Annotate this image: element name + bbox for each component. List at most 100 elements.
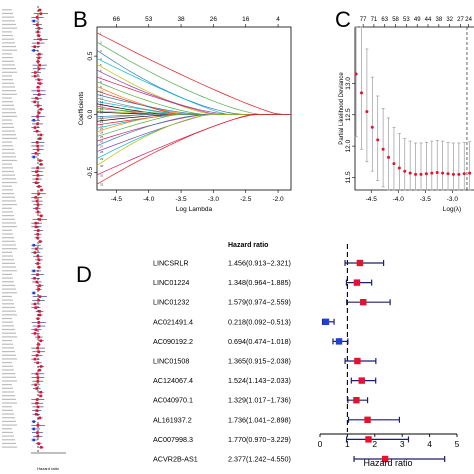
panel-d-x-axis-label: Hazard ratio (363, 458, 412, 468)
panel-a-row-label (2, 321, 13, 323)
panel-a-row-label (2, 424, 17, 426)
panel-a-row-label (2, 119, 12, 121)
panel-b-path-index: 7 (100, 76, 102, 80)
panel-a-row-label (2, 373, 15, 375)
panel-b-path-index: 12 (100, 97, 104, 101)
panel-d-gene-label: AC124067.4 (153, 376, 193, 385)
panel-a-hr-point (37, 324, 41, 328)
panel-d-gene-label: AC021491.4 (153, 317, 193, 326)
panel-a-row-label (2, 34, 13, 37)
panel-b-path-index: 24 (100, 130, 104, 134)
panel-b-path-index: 32 (100, 183, 104, 187)
panel-a-hr-point (34, 383, 37, 387)
panel-a-hr-point (36, 60, 40, 63)
panel-a-hr-point (35, 354, 39, 357)
panel-b-path-index: 15 (100, 105, 104, 109)
panel-b-path-index: 22 (100, 123, 104, 127)
panel-a-row-label (2, 203, 17, 206)
panel-c-top-tick-label: 53 (403, 17, 410, 23)
panel-a-row-label (2, 134, 16, 136)
panel-b-y-axis-label: Coefficients (78, 91, 85, 126)
panel-d-hr-value: 1.329(1.017−1.736) (228, 396, 291, 405)
panel-d-hr-point (364, 416, 371, 423)
panel-c-deviance-point (354, 72, 358, 76)
panel-a-hr-point (35, 170, 38, 173)
panel-a-hr-point (36, 148, 40, 151)
panel-a-row-label (2, 207, 12, 209)
panel-b-path-index: 25 (100, 135, 104, 139)
panel-b-top-tick-label: 4 (276, 16, 280, 23)
panel-b-path-index: 16 (100, 107, 104, 111)
panel-a-hr-point (36, 166, 39, 170)
panel-a-row-label (2, 185, 12, 187)
panel-a-hr-point (37, 442, 40, 445)
panel-b-top-tick-label: 26 (210, 16, 218, 23)
panel-a-hr-point (35, 129, 39, 133)
panel-c-top-tick-label: 71 (371, 17, 378, 23)
panel-a-hr-point (36, 232, 40, 236)
panel-a-row-label (2, 86, 15, 88)
panel-b-letter: B (73, 7, 88, 32)
panel-a-row-label (2, 325, 14, 327)
panel-d-hr-value: 1.456(0.913−2.321) (228, 259, 291, 268)
panel-b-path-index: 29 (100, 157, 104, 161)
panel-b-y-tick-label: 0.5 (87, 51, 94, 60)
panel-a-hr-point (37, 78, 41, 82)
panel-a-hr-point (37, 258, 41, 262)
panel-a-row-label (2, 93, 17, 95)
panel-c-top-tick-label: 63 (381, 17, 388, 23)
panel-a-hr-point (34, 225, 38, 229)
panel-a-row-label (2, 417, 15, 419)
panel-a-row-label (2, 299, 13, 301)
panel-d-hr-point (354, 357, 361, 365)
panel-a-row-label (2, 49, 17, 51)
panel-c-plot-frame (354, 26, 474, 191)
panel-d-x-tick-label: 5 (455, 439, 460, 449)
panel-b-coefficient-path (96, 41, 291, 115)
panel-d-letter: D (76, 262, 92, 287)
panel-a-hr-point (37, 27, 41, 30)
panel-a-hr-point (36, 144, 39, 148)
panel-a-row-label (2, 9, 12, 11)
panel-c-x-tick-label: -4.0 (393, 196, 405, 203)
panel-c-x-tick-label: -3.5 (420, 196, 432, 203)
panel-b-path-index: 21 (100, 120, 104, 124)
panel-b-path-index: 5 (100, 63, 102, 67)
panel-a-hr-point (34, 71, 37, 74)
panel-c-top-tick-label: 49 (414, 17, 421, 23)
panel-b-lasso-coefficients: B -4.5 -4.0 -3.5 -3.0 -2.5 -2.0-0.50.00.566 53… (73, 7, 292, 213)
panel-a-row-label (2, 391, 14, 393)
panel-a-row-label (2, 251, 12, 253)
panel-a-hr-point (36, 203, 40, 207)
panel-a-hr-point (33, 251, 37, 254)
panel-b-path-index: 20 (100, 117, 104, 121)
panel-a-hr-point (33, 45, 37, 49)
panel-a-hr-point (35, 372, 39, 376)
panel-a-hr-point (40, 446, 43, 449)
panel-a-hr-point (36, 423, 40, 427)
panel-b-top-tick-label: 38 (177, 16, 185, 23)
panel-b-x-tick-label: -4.0 (143, 196, 155, 203)
panel-a-row-label (2, 215, 14, 217)
panel-a-hr-point (33, 357, 37, 361)
panel-a-row-label (2, 226, 17, 228)
panel-a-row-label (2, 369, 14, 371)
panel-a-row-label (2, 130, 15, 132)
panel-a-hr-point (36, 85, 40, 89)
panel-b-path-index: 17 (100, 109, 104, 113)
panel-a-hr-point (38, 284, 41, 287)
panel-a-hr-point (32, 420, 36, 423)
panel-a-hr-point (37, 192, 40, 196)
panel-a-row-label (2, 16, 14, 18)
panel-a-hr-point (37, 67, 41, 71)
panel-a-row-label (2, 170, 14, 173)
panel-c-deviance-point (462, 172, 466, 176)
panel-a-hr-point (33, 100, 37, 104)
panel-a-hr-point (36, 41, 40, 45)
panel-a-row-label (2, 310, 16, 312)
panel-a-row-label (2, 259, 14, 261)
panel-b-path-index: 27 (100, 144, 104, 148)
panel-d-gene-label: LINCSRLR (153, 259, 189, 268)
panel-a-hr-point (33, 126, 37, 129)
panel-a-row-label (2, 380, 17, 382)
